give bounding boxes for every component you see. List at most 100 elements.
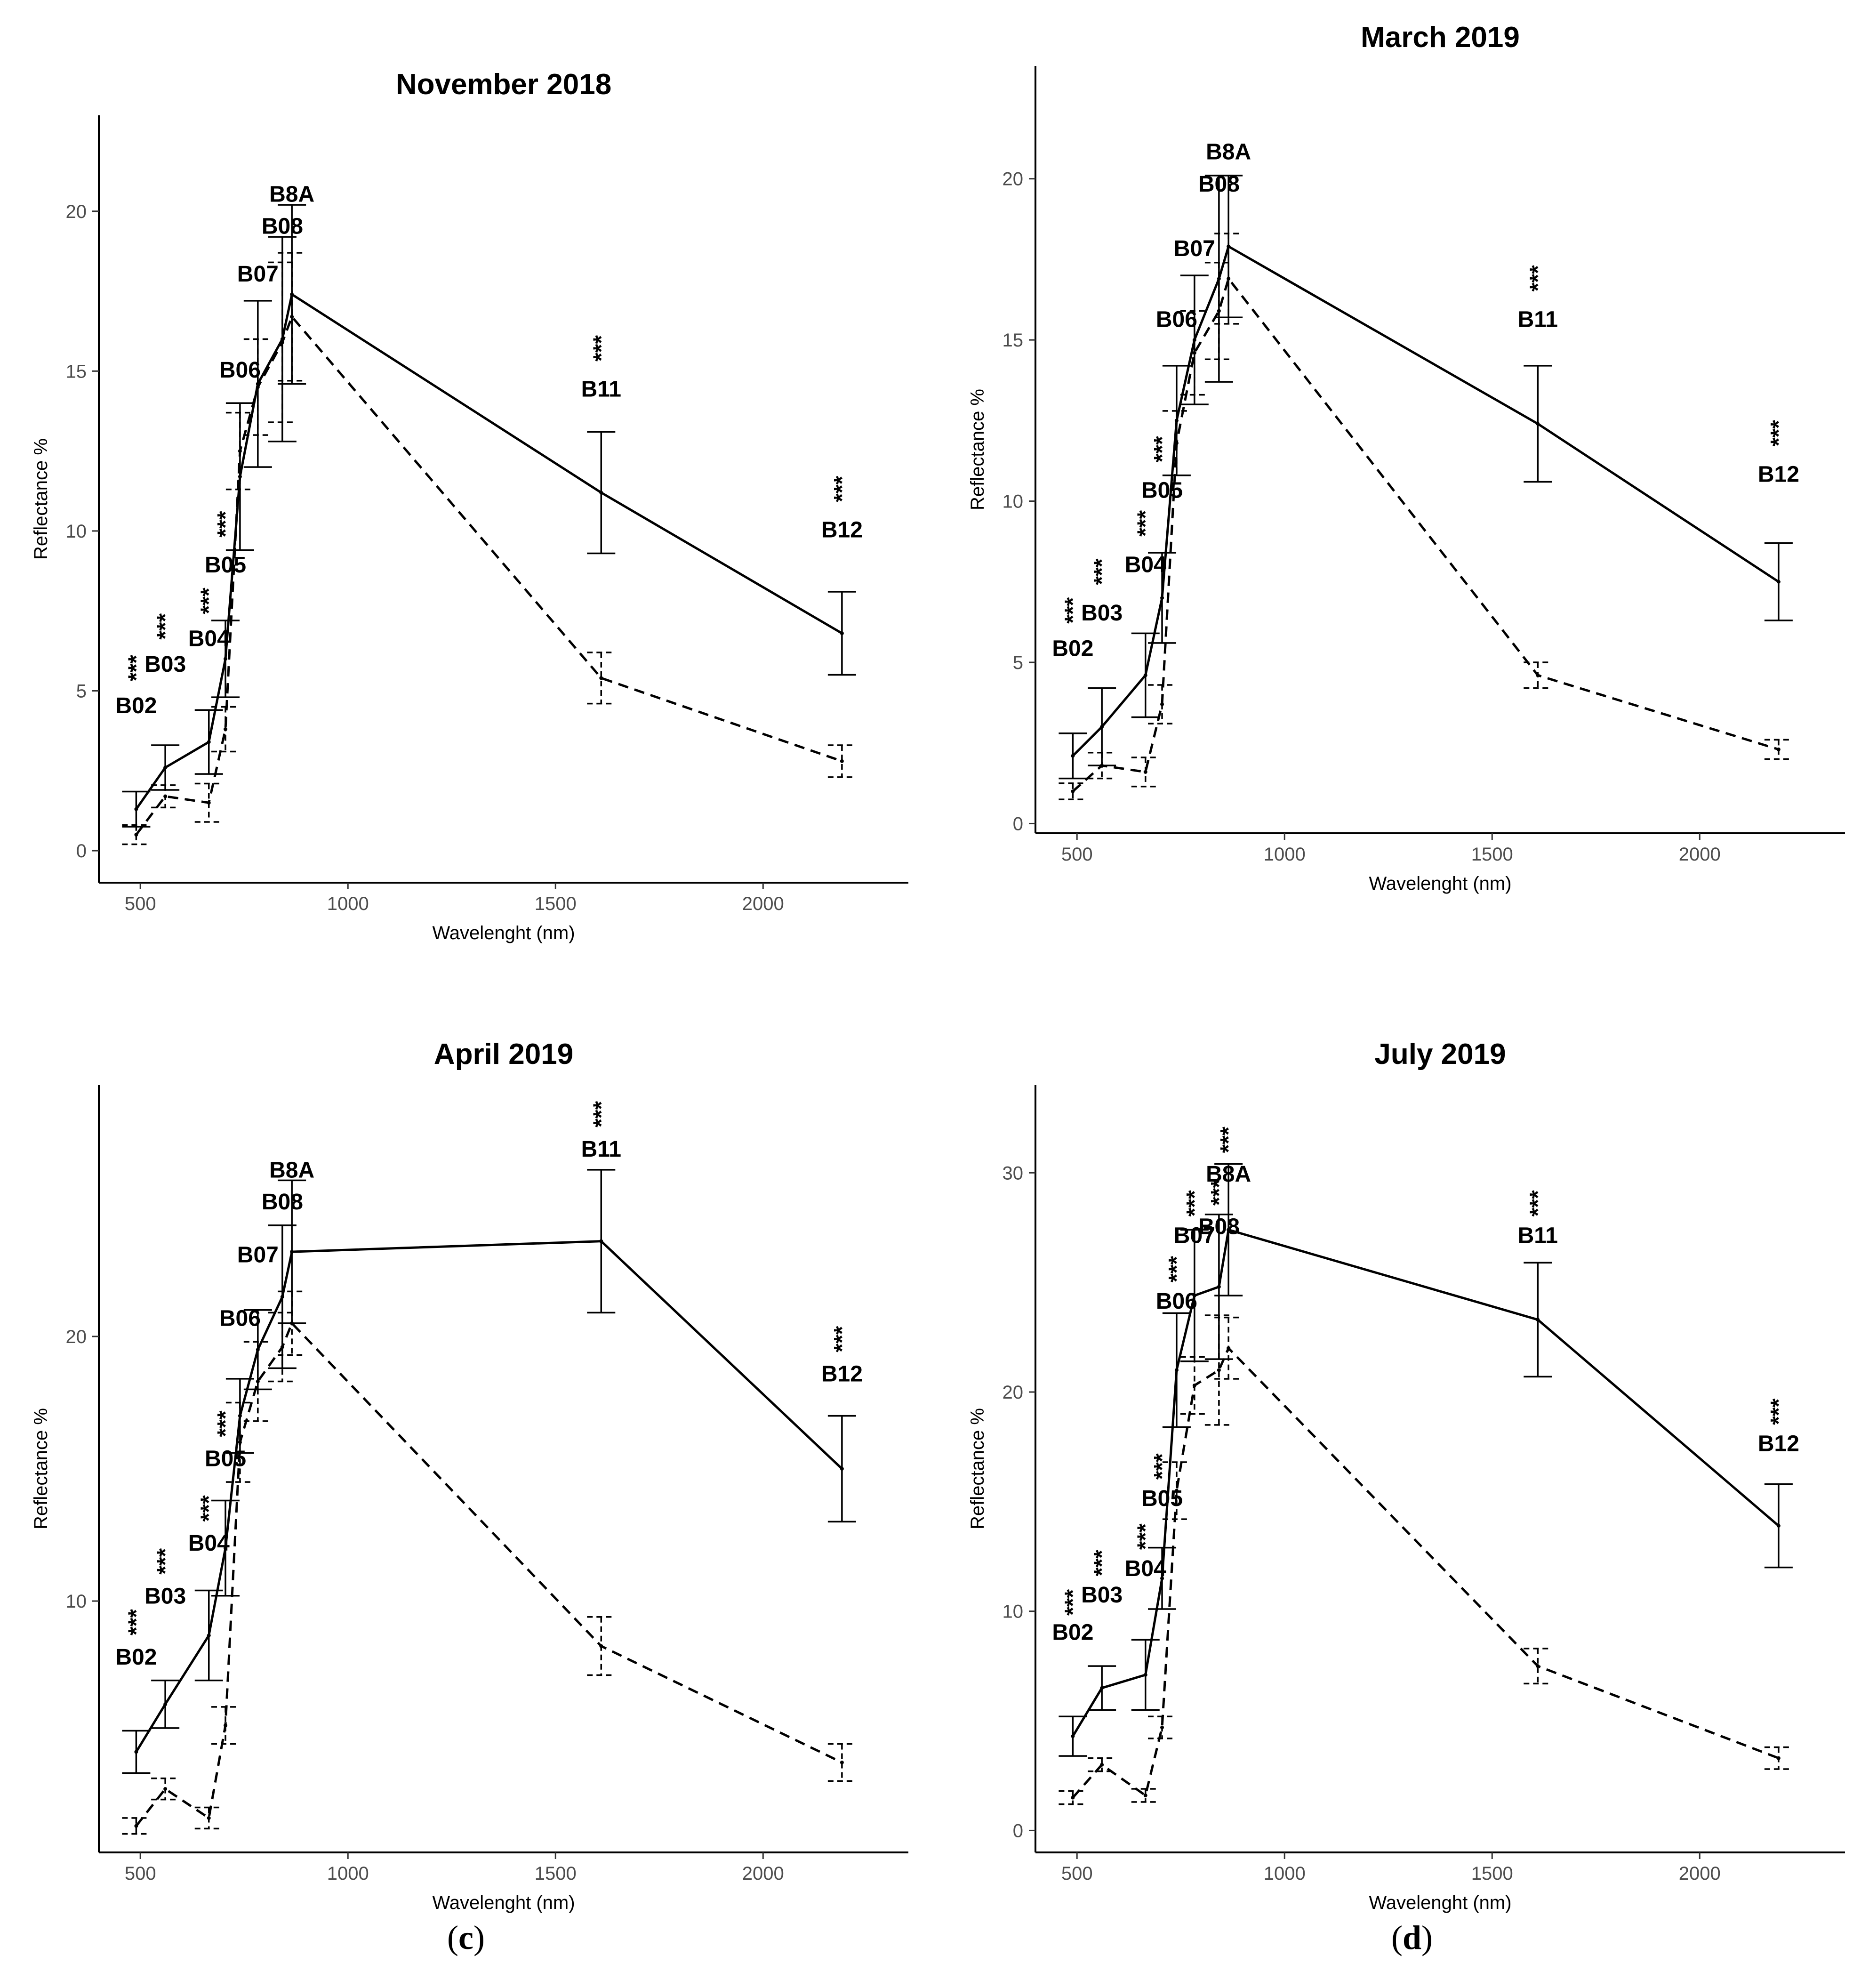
y-tick-label: 10 [66, 521, 87, 542]
band-label: B06 [219, 358, 261, 383]
data-point-solid [1536, 422, 1540, 426]
data-point-dashed [1227, 277, 1231, 281]
y-tick-label: 5 [1013, 652, 1023, 673]
data-point-dashed [1776, 747, 1781, 751]
x-tick-label: 1000 [327, 1863, 369, 1884]
data-point-solid [1217, 1285, 1221, 1289]
error-bar-dashed [1204, 1314, 1233, 1426]
band-label: B11 [1518, 1223, 1558, 1248]
band-label: B03 [144, 652, 186, 677]
significance-marker: *** [213, 511, 238, 537]
x-tick-label: 1500 [1471, 844, 1513, 865]
plot-area: 500 1000 1500 2000 0 5 10 15 20 Wavelenght (nm) Re… [31, 115, 908, 943]
data-point-dashed [280, 1345, 284, 1349]
significance-marker: *** [1060, 597, 1085, 623]
band-label: B02 [115, 1645, 157, 1670]
significance-marker: *** [1766, 1399, 1791, 1425]
data-point-dashed [599, 676, 603, 680]
band-label: B12 [821, 1362, 863, 1387]
data-point-dashed [1100, 764, 1104, 768]
band-label: B02 [1052, 1620, 1093, 1645]
band-label: B11 [1518, 307, 1558, 332]
data-point-dashed [224, 1723, 228, 1728]
data-point-dashed [224, 727, 228, 731]
data-point-solid [238, 475, 242, 479]
x-tick-label: 1000 [1264, 1863, 1306, 1884]
chart-title: April 2019 [434, 1038, 573, 1070]
band-label: B08 [1198, 172, 1240, 197]
data-point-solid [256, 1348, 260, 1352]
data-point-dashed [1217, 1368, 1221, 1372]
data-point-solid [207, 740, 211, 744]
caption-letter: c [458, 1919, 473, 1956]
chart-title: March 2019 [1361, 21, 1520, 54]
significance-marker: *** [1164, 1256, 1189, 1282]
x-tick-label: 500 [1061, 1863, 1093, 1884]
series-line-solid [135, 293, 843, 810]
band-label: B12 [1758, 1432, 1799, 1457]
chart-title: July 2019 [1374, 1038, 1506, 1070]
band-label: B04 [188, 1531, 230, 1556]
x-tick-label: 1000 [327, 893, 369, 914]
band-label: B06 [219, 1306, 261, 1331]
caption-letter: d [1402, 1919, 1422, 1956]
data-point-dashed [256, 385, 260, 389]
data-point-solid [1100, 724, 1104, 729]
data-point-solid [1536, 1318, 1540, 1322]
significance-marker: *** [1133, 1523, 1158, 1550]
error-bar-dashed [827, 744, 856, 778]
chart-a-svg: November 2018 500 1000 1500 2000 0 5 10 15 20 Wav… [31, 68, 908, 943]
band-label: B11 [581, 377, 621, 402]
band-label: B05 [1141, 1486, 1183, 1511]
significance-marker: *** [1060, 1589, 1085, 1616]
y-tick-label: 30 [1003, 1163, 1024, 1183]
band-label: B11 [581, 1137, 621, 1162]
y-axis-label: Reflectance % [967, 389, 988, 510]
plot-area: 500 1000 1500 2000 0 5 10 15 20 Wavelenght (nm) Re… [967, 66, 1845, 894]
band-label: B12 [821, 518, 863, 543]
data-point-dashed [840, 759, 844, 763]
x-axis-label: Wavelenght (nm) [1369, 873, 1511, 894]
series-line-dashed [135, 1322, 842, 1827]
plot-area: 500 1000 1500 2000 0 10 20 30 Wavelenght (nm) Ref… [967, 1085, 1845, 1913]
band-label: B06 [1156, 1289, 1197, 1314]
x-tick-label: 1500 [535, 1863, 577, 1884]
chart-b-svg: March 2019 500 1000 1500 2000 0 5 10 15 20 Wavele… [967, 21, 1845, 894]
significance-marker: *** [1216, 1127, 1241, 1153]
data-point-solid [1071, 1734, 1075, 1738]
data-point-dashed [1776, 1756, 1781, 1760]
panel-caption: (c) [447, 1919, 485, 1956]
band-label: B07 [237, 262, 279, 287]
significance-marker: *** [1150, 1453, 1175, 1480]
x-tick-label: 2000 [742, 893, 784, 914]
y-tick-label: 5 [76, 681, 87, 702]
error-bar-dashed [278, 252, 306, 382]
data-point-solid [1174, 1368, 1179, 1372]
y-tick-label: 0 [1013, 1820, 1023, 1841]
x-tick-label: 500 [1061, 844, 1093, 865]
band-label: B05 [205, 553, 246, 578]
data-point-solid [1100, 1686, 1104, 1690]
x-tick-label: 500 [125, 1863, 156, 1884]
data-point-dashed [238, 1440, 242, 1444]
band-label: B8A [269, 182, 314, 207]
x-axis-label: Wavelenght (nm) [1369, 1892, 1511, 1913]
band-label: B8A [1206, 140, 1251, 165]
error-bar-dashed [122, 1817, 151, 1835]
data-point-solid [290, 1250, 294, 1254]
data-point-solid [599, 491, 603, 495]
series-line-dashed [1072, 277, 1779, 792]
data-point-dashed [840, 1760, 844, 1764]
significance-marker: *** [1182, 1190, 1207, 1216]
series-line-dashed [135, 315, 842, 836]
chart-c-svg: April 2019 500 1000 1500 2000 10 20 Wavelenght… [31, 1038, 908, 1913]
data-point-dashed [207, 801, 211, 805]
x-axis-label: Wavelenght (nm) [432, 923, 575, 943]
y-tick-label: 0 [1013, 813, 1023, 834]
y-axis-label: Reflectance % [31, 438, 51, 560]
band-label: B04 [188, 626, 230, 651]
data-point-solid [280, 1295, 284, 1299]
data-point-solid [207, 1634, 211, 1638]
data-point-solid [1192, 1294, 1196, 1298]
data-point-solid [1227, 1228, 1231, 1232]
